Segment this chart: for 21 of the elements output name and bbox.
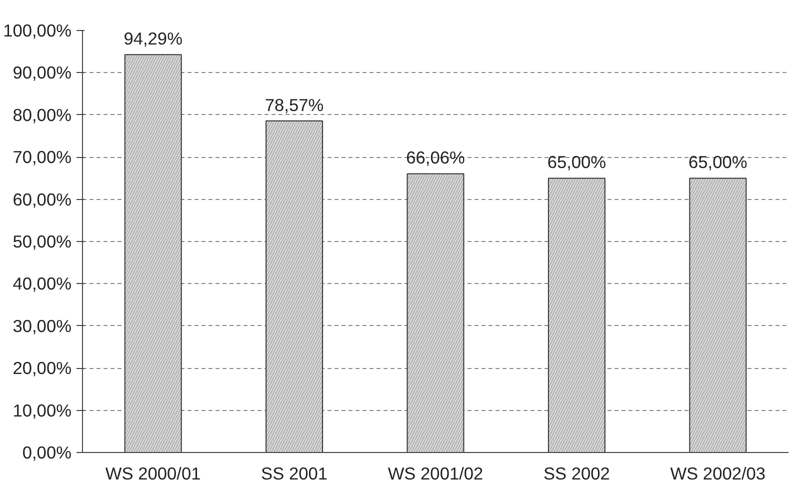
x-tick-label: SS 2001 <box>261 464 328 484</box>
y-tick-label: 20,00% <box>12 358 72 378</box>
y-tick-label: 100,00% <box>3 20 72 40</box>
y-tick-label: 70,00% <box>12 147 72 168</box>
y-tick-label: 50,00% <box>12 232 72 252</box>
y-tick-label: 0,00% <box>22 442 72 462</box>
x-tick-label: WS 2000/01 <box>105 464 201 484</box>
y-tick-label: 10,00% <box>12 400 72 420</box>
data-label: 66,06% <box>406 148 465 168</box>
y-tick-label: 30,00% <box>12 316 72 336</box>
y-tick-label: 60,00% <box>12 189 72 210</box>
data-label: 65,00% <box>688 152 748 172</box>
data-label: 78,57% <box>264 94 324 115</box>
y-tick-label: 80,00% <box>12 104 72 125</box>
x-tick-label: WS 2001/02 <box>388 464 484 484</box>
data-label: 65,00% <box>547 152 606 172</box>
data-label: 94,29% <box>124 28 182 49</box>
y-tick-label: 90,00% <box>12 62 72 83</box>
y-tick-label: 40,00% <box>12 274 72 294</box>
x-tick-label: SS 2002 <box>543 464 610 484</box>
x-tick-label: WS 2002/03 <box>670 464 766 484</box>
